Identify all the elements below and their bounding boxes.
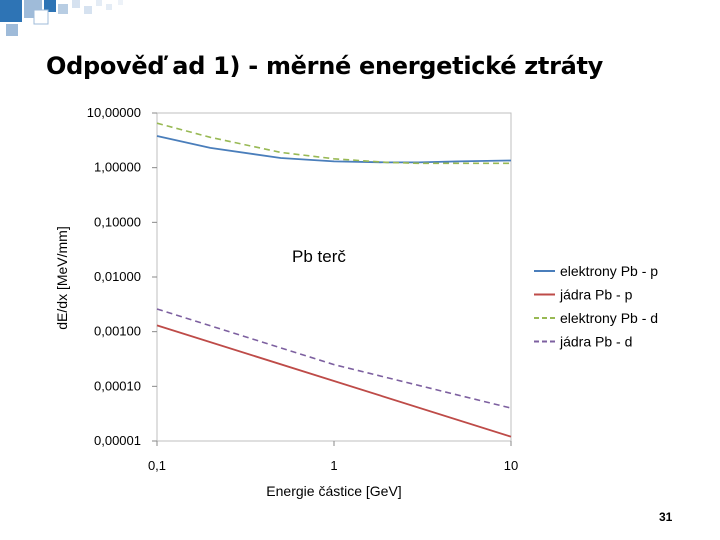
legend: elektrony Pb - p jádra Pb - p elektrony Pb… [534,263,658,350]
legend-label: jádra Pb - d [559,334,632,350]
chart-annotation: Pb terč [292,247,346,266]
series-line [156,135,512,164]
page-number: 31 [659,510,673,524]
legend-label: jádra Pb - p [559,287,633,303]
legend-label: elektrony Pb - d [560,310,658,326]
series-line [156,324,512,438]
axis-layer: 10,00000 1,00000 0,10000 0,01000 0,00100 0,00… [87,105,518,473]
y-tick-label: 0,00001 [94,433,141,448]
y-tick-label: 0,00100 [94,324,141,339]
y-tick-label: 0,00010 [94,378,141,393]
y-axis-label: dE/dx [MeV/mm] [54,226,70,329]
deco-square [106,4,112,10]
deco-square [84,6,92,14]
deco-square [72,0,80,8]
y-tick-label: 0,01000 [94,269,141,284]
y-tick-label: 10,00000 [87,105,141,120]
deco-square [0,0,22,22]
y-tick-label: 1,00000 [94,160,141,175]
x-axis-label: Energie částice [GeV] [266,483,401,499]
series-layer [156,122,512,438]
plot-area [156,112,512,442]
y-tick-label: 0,10000 [94,214,141,229]
slide-title: Odpověď ad 1) - měrné energetické ztráty [46,52,604,80]
series-line [156,308,512,409]
deco-square [33,9,49,25]
x-tick-label: 0,1 [148,458,166,473]
x-tick-label: 1 [330,458,337,473]
deco-square [118,0,123,5]
deco-square [6,24,18,36]
deco-square [96,0,102,6]
corner-squares-decoration [0,0,123,36]
x-tick-label: 10 [504,458,518,473]
deco-square [44,0,56,12]
legend-label: elektrony Pb - p [560,263,658,279]
deco-square [58,4,68,14]
